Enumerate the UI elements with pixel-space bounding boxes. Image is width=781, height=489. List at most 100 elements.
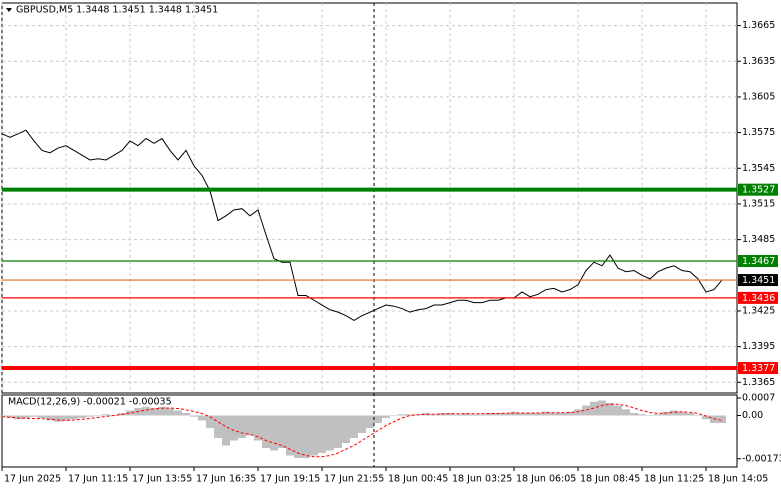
histogram-bar bbox=[54, 415, 62, 422]
histogram-bar bbox=[150, 408, 158, 416]
level-label: 1.3451 bbox=[742, 275, 775, 286]
histogram-bar bbox=[446, 413, 454, 416]
signal-line bbox=[1, 403, 723, 458]
histogram-bar bbox=[334, 415, 342, 448]
histogram-bar bbox=[0, 415, 6, 417]
histogram-bar bbox=[366, 415, 374, 428]
histogram-bar bbox=[182, 413, 190, 416]
y-tick-label: 1.3545 bbox=[742, 163, 775, 174]
histogram-bar bbox=[342, 415, 350, 443]
y-tick-label: 1.3515 bbox=[742, 198, 775, 209]
histogram-bar bbox=[158, 406, 166, 416]
y-tick-label: 1.3425 bbox=[742, 305, 775, 316]
histogram-bar bbox=[718, 415, 726, 423]
histogram-bar bbox=[102, 414, 110, 416]
y-tick-label: 1.3365 bbox=[742, 377, 775, 388]
histogram-bar bbox=[358, 415, 366, 433]
x-tick-label: 17 Jun 16:35 bbox=[196, 474, 256, 485]
histogram-bar bbox=[630, 413, 638, 416]
histogram-bar bbox=[62, 415, 70, 421]
y-tick-label: 0.0007 bbox=[742, 393, 775, 404]
level-label-box bbox=[738, 183, 778, 196]
histogram-bar bbox=[238, 415, 246, 438]
histogram-bar bbox=[126, 410, 134, 416]
histogram-bar bbox=[318, 415, 326, 453]
histogram-bar bbox=[486, 413, 494, 416]
histogram-bar bbox=[494, 413, 502, 416]
histogram-bar bbox=[262, 415, 270, 448]
histogram-bar bbox=[702, 415, 710, 420]
histogram-bar bbox=[254, 415, 262, 441]
histogram-bar bbox=[622, 409, 630, 416]
histogram-bar bbox=[638, 414, 646, 416]
histogram-bar bbox=[582, 405, 590, 416]
y-tick-label: 1.3635 bbox=[742, 56, 775, 67]
symbol-marker bbox=[6, 8, 12, 12]
histogram-bar bbox=[310, 415, 318, 456]
histogram-bar bbox=[350, 415, 358, 438]
histogram-bar bbox=[390, 415, 398, 416]
macd-title: MACD(12,26,9) -0.00021 -0.00035 bbox=[8, 397, 172, 408]
level-label-box bbox=[738, 362, 778, 375]
histogram-bar bbox=[142, 406, 150, 416]
y-tick-label: 0.00 bbox=[742, 410, 763, 421]
histogram-bar bbox=[566, 411, 574, 416]
level-label: 1.3527 bbox=[742, 185, 775, 196]
x-tick-label: 17 Jun 21:55 bbox=[324, 474, 384, 485]
x-tick-label: 17 Jun 2025 bbox=[4, 474, 61, 485]
histogram-bar bbox=[606, 403, 614, 416]
histogram-bar bbox=[558, 413, 566, 416]
histogram-bar bbox=[190, 415, 198, 417]
x-tick-label: 17 Jun 11:15 bbox=[68, 474, 128, 485]
histogram-bar bbox=[46, 415, 54, 421]
histogram-bar bbox=[534, 413, 542, 416]
histogram-bar bbox=[326, 415, 334, 451]
y-tick-label: 1.3665 bbox=[742, 20, 775, 31]
histogram-bar bbox=[94, 415, 102, 416]
histogram-bar bbox=[526, 413, 534, 416]
histogram-bar bbox=[462, 413, 470, 416]
histogram-bar bbox=[478, 414, 486, 416]
y-tick-label: 1.3575 bbox=[742, 127, 775, 138]
y-tick-label: 1.3395 bbox=[742, 341, 775, 352]
histogram-bar bbox=[430, 414, 438, 416]
histogram-bar bbox=[78, 415, 86, 418]
histogram-bar bbox=[590, 401, 598, 416]
y-tick-label: 1.3605 bbox=[742, 91, 775, 102]
histogram-bar bbox=[294, 415, 302, 458]
histogram-bar bbox=[510, 411, 518, 416]
x-tick-label: 17 Jun 13:55 bbox=[132, 474, 192, 485]
histogram-bar bbox=[518, 413, 526, 416]
histogram-bar bbox=[646, 415, 654, 416]
histogram-bar bbox=[398, 414, 406, 416]
histogram-bar bbox=[614, 405, 622, 416]
histogram-bar bbox=[278, 415, 286, 448]
level-label: 1.3467 bbox=[742, 256, 775, 267]
histogram-bar bbox=[14, 415, 22, 420]
histogram-bar bbox=[502, 413, 510, 416]
histogram-bar bbox=[382, 415, 390, 418]
level-label: 1.3377 bbox=[742, 363, 775, 374]
histogram-bar bbox=[22, 415, 30, 418]
histogram-bar bbox=[574, 409, 582, 416]
x-tick-label: 18 Jun 03:25 bbox=[452, 474, 512, 485]
x-tick-label: 18 Jun 06:05 bbox=[516, 474, 576, 485]
histogram-bar bbox=[30, 415, 38, 417]
histogram-bar bbox=[230, 415, 238, 441]
histogram-bar bbox=[270, 415, 278, 451]
histogram-bar bbox=[654, 414, 662, 416]
histogram-bar bbox=[678, 411, 686, 416]
histogram-bar bbox=[686, 413, 694, 416]
price-line bbox=[1, 129, 723, 322]
histogram-bar bbox=[662, 411, 670, 416]
histogram-bar bbox=[86, 415, 94, 417]
histogram-bar bbox=[670, 410, 678, 416]
histogram-bar bbox=[694, 415, 702, 416]
histogram-bar bbox=[198, 415, 206, 421]
x-tick-label: 18 Jun 08:45 bbox=[580, 474, 640, 485]
histogram-bar bbox=[598, 400, 606, 416]
histogram-bar bbox=[454, 414, 462, 416]
level-label-box bbox=[738, 274, 778, 287]
histogram-bar bbox=[422, 413, 430, 416]
x-tick-label: 18 Jun 14:05 bbox=[708, 474, 768, 485]
